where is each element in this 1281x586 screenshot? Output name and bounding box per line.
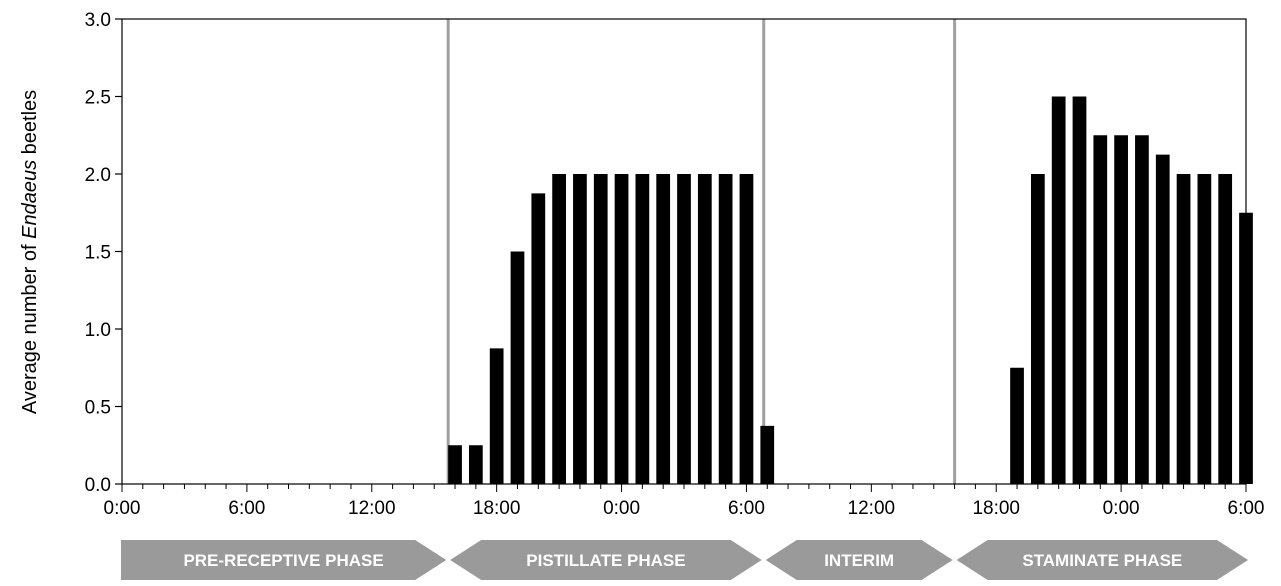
bar-8: [614, 174, 629, 484]
bar-6: [573, 174, 587, 484]
bar-21: [1093, 135, 1108, 484]
bars: [448, 96, 1253, 484]
x-tick-label-2: 12:00: [348, 498, 396, 519]
y-tick-label-4: 2.0: [85, 165, 111, 186]
bar-9: [635, 174, 650, 484]
y-axis-label-group: Average number of Endaeus beetles: [19, 90, 41, 414]
bar-2: [489, 348, 504, 484]
bar-5: [552, 174, 566, 484]
y-axis-label-suffix: beetles: [19, 90, 41, 160]
phase-label-2: INTERIM: [824, 551, 894, 570]
phase-label-1: PISTILLATE PHASE: [526, 551, 685, 570]
phase-arrow-2: [765, 540, 953, 580]
phase-arrow-0: [121, 540, 447, 580]
bar-12: [697, 174, 712, 484]
bar-18: [1030, 174, 1045, 484]
bar-4: [531, 193, 546, 484]
bar-3: [510, 251, 525, 484]
bar-23: [1135, 135, 1149, 484]
bar-17: [1010, 367, 1024, 484]
x-tick-label-1: 6:00: [228, 498, 265, 519]
bar-19: [1051, 96, 1066, 484]
bar-20: [1072, 96, 1087, 484]
phase-arrows: PRE-RECEPTIVE PHASE PISTILLATE PHASE INTER…: [121, 540, 1248, 580]
bar-26: [1197, 174, 1212, 484]
phase-label-0: PRE-RECEPTIVE PHASE: [183, 551, 383, 570]
bar-27: [1218, 174, 1233, 484]
bar-10: [656, 174, 671, 484]
x-tick-label-5: 6:00: [728, 498, 765, 519]
y-tick-label-0: 0.0: [85, 475, 111, 496]
y-tick-label-1: 0.5: [85, 398, 111, 419]
y-tick-label-5: 2.5: [85, 88, 111, 109]
x-tick-label-7: 18:00: [972, 498, 1020, 519]
x-tick-label-6: 12:00: [848, 498, 896, 519]
bar-0: [448, 445, 462, 484]
phase-arrow-3: [956, 540, 1248, 580]
x-tick-label-3: 18:00: [473, 498, 521, 519]
phase-label-3: STAMINATE PHASE: [1022, 551, 1182, 570]
y-tick-label-2: 1.0: [85, 320, 111, 341]
phase-arrow-1: [450, 540, 762, 580]
y-axis-label-italic: Endaeus: [19, 160, 41, 239]
y-axis-label: Average number of Endaeus beetles: [19, 90, 41, 414]
phase-dividers: [446, 19, 957, 484]
y-axis-label-prefix: Average number of: [19, 239, 41, 414]
bar-7: [593, 174, 608, 484]
x-tick-label-4: 0:00: [603, 498, 640, 519]
x-tick-label-9: 6:00: [1228, 498, 1265, 519]
y-tick-label-3: 1.5: [85, 243, 111, 264]
x-tick-label-8: 0:00: [1103, 498, 1140, 519]
x-axis: 0:00 6:00 12:00 18:00 0:00 6:00 12:00 18:00 0:00…: [104, 484, 1265, 519]
bar-25: [1176, 174, 1191, 484]
bar-13: [718, 174, 733, 484]
x-tick-label-0: 0:00: [104, 498, 141, 519]
bar-11: [677, 174, 691, 484]
y-axis: 0.0 0.5 1.0 1.5 2.0 2.5 3.0: [85, 10, 122, 496]
bar-24: [1155, 154, 1170, 484]
bar-22: [1114, 135, 1128, 484]
y-tick-label-6: 3.0: [85, 10, 111, 31]
bar-14: [739, 174, 754, 484]
bar-1: [468, 445, 483, 484]
bar-15: [760, 425, 775, 484]
